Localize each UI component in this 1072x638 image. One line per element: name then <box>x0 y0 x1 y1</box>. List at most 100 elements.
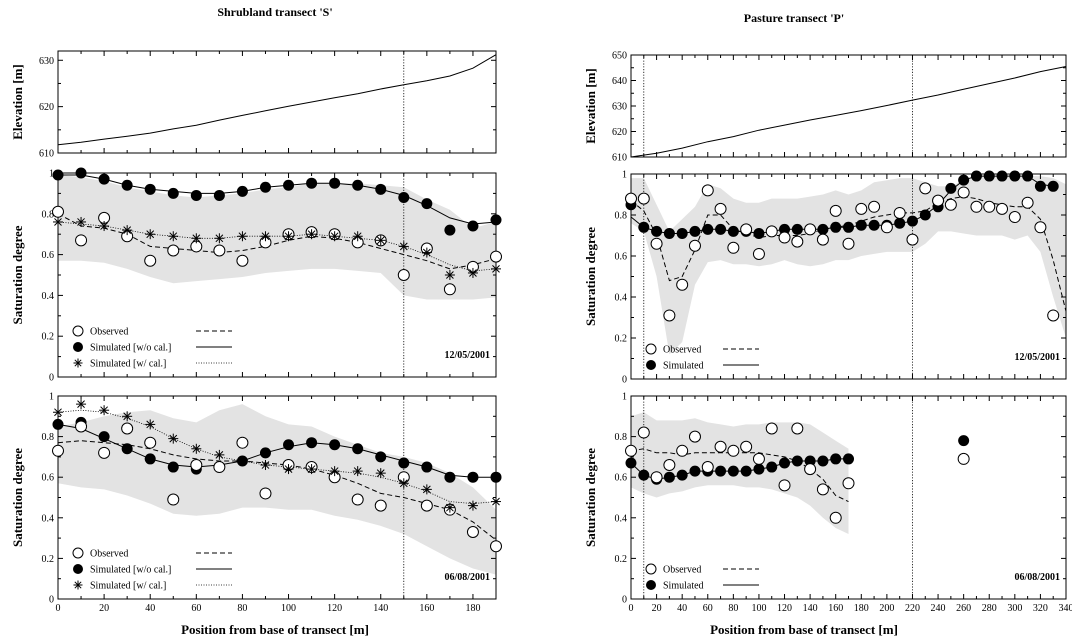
p-panel-1-y-tick-label-1: 0.2 <box>615 334 628 345</box>
p-panel-1-simulated-point <box>997 171 1008 182</box>
s-panel-2-sim-wo-cal-point <box>168 462 179 473</box>
p-panel-2-observed-point <box>830 512 841 523</box>
p-panel-1-observed-point <box>651 238 662 249</box>
s-panel-2-sim-wo-cal-point <box>53 419 64 430</box>
s-panel-2-sim-w-cal-point <box>214 450 224 460</box>
p-panel-1-simulated-point <box>843 222 854 233</box>
p-panel-2-observed-point <box>817 484 828 495</box>
p-panel-1-observed-point <box>843 238 854 249</box>
p-panel-2-observed-point <box>805 464 816 475</box>
p-panel-2-x-tick-label-10: 200 <box>879 603 894 614</box>
p-panel-1-simulated-point <box>677 228 688 239</box>
s-panel-2-x-tick-label-8: 160 <box>419 603 434 614</box>
p-panel-2-y-tick-label-1: 0.2 <box>615 554 628 565</box>
p-panel-2-observed-point <box>766 423 777 434</box>
p-panel-2-observed-point <box>741 441 752 452</box>
s-panel-2-date-label: 06/08/2001 <box>444 572 490 583</box>
p-panel-1-simulated-point <box>1009 171 1020 182</box>
p-panel-2-x-tick-label-14: 280 <box>982 603 997 614</box>
s-panel-1-sim-wo-cal-point <box>491 214 502 225</box>
s-panel-2-observed-point <box>122 423 133 434</box>
p-panel-1-simulated-point <box>651 226 662 237</box>
s-panel-1-sim-wo-cal-point <box>214 190 225 201</box>
s-panel-1-legend-marker-simulated <box>73 342 83 352</box>
p-panel-1-simulated-point <box>920 210 931 221</box>
s-panel-0-y-tick-label-1: 620 <box>39 102 54 113</box>
p-panel-1-observed-point <box>715 203 726 214</box>
s-panel-1-legend-label-1: Simulated [w/o cal.] <box>90 343 171 354</box>
s-panel-1-sim-w-cal-point <box>468 268 478 278</box>
p-panel-1-observed-point <box>894 207 905 218</box>
p-panel-2-x-tick-label-1: 20 <box>652 603 662 614</box>
p-panel-2-y-tick-label-3: 0.6 <box>615 473 628 484</box>
s-panel-1-group: 0 0.2 0.4 0.6 0.8 1 Saturation degree Observed S… <box>10 168 502 384</box>
s-panel-2-y-tick-label-1: 0.2 <box>42 554 55 565</box>
s-panel-2-x-tick-label-1: 20 <box>99 603 109 614</box>
s-panel-2-observed-point <box>467 527 478 538</box>
s-panel-2-sim-w-cal-point <box>237 456 247 466</box>
s-panel-2-sim-wo-cal-point <box>145 453 156 464</box>
p-panel-1-simulated-point <box>1035 181 1046 192</box>
p-panel-1-simulated-point <box>971 171 982 182</box>
p-panel-2-legend-item-1: Simulated <box>646 580 759 592</box>
p-panel-2-x-tick-label-7: 140 <box>803 603 818 614</box>
p-panel-1-observed-point <box>933 195 944 206</box>
p-panel-1-legend-marker-observed <box>646 344 656 354</box>
s-panel-1-sim-w-cal-point <box>99 221 109 231</box>
s-panel-1-sim-w-cal-point <box>491 264 501 274</box>
p-panel-1-observed-point <box>971 201 982 212</box>
p-panel-1-observed-point <box>997 203 1008 214</box>
p-panel-1-observed-point <box>869 201 880 212</box>
p-panel-2-observed-point <box>843 478 854 489</box>
p-panel-1-observed-point <box>830 205 841 216</box>
s-panel-2-sim-wo-cal-point <box>421 462 432 473</box>
s-panel-1-sim-wo-cal-point <box>398 192 409 203</box>
p-panel-2-observed-point <box>728 445 739 456</box>
p-panel-1-observed-point <box>1022 197 1033 208</box>
s-panel-2-observed-point <box>237 437 248 448</box>
p-panel-2-legend-marker-simulated <box>646 580 656 590</box>
p-panel-1-observed-point <box>856 203 867 214</box>
s-panel-2-sim-w-cal-point <box>422 484 432 494</box>
s-panel-2-legend-label-2: Simulated [w/ cal.] <box>90 581 166 592</box>
chart-title-pasture: Pasture transect 'P' <box>744 11 844 25</box>
p-panel-2-observed-point <box>689 431 700 442</box>
p-panel-1-observed-point <box>728 242 739 253</box>
p-panel-2-observed-point <box>958 453 969 464</box>
p-panel-2-x-tick-label-5: 100 <box>751 603 766 614</box>
p-panel-1-observed-point <box>626 193 637 204</box>
s-panel-2-sim-w-cal-point <box>353 466 363 476</box>
p-panel-2-legend-item-0: Observed <box>646 564 759 576</box>
p-panel-1-legend-item-0: Observed <box>646 344 759 356</box>
p-panel-0-y-tick-label-4: 650 <box>612 51 627 62</box>
s-panel-2-legend-item-2: Simulated [w/ cal.] <box>74 581 233 592</box>
s-panel-1-observed-point <box>491 251 502 262</box>
p-panel-2-y-tick-label-5: 1 <box>622 392 627 403</box>
s-panel-1-sim-w-cal-point <box>330 231 340 241</box>
p-panel-2-simulated-point <box>677 470 688 481</box>
s-panel-2-y-tick-label-4: 0.8 <box>42 432 55 443</box>
s-panel-0-elevation-line <box>58 55 496 145</box>
p-panel-2-observed-point <box>702 462 713 473</box>
s-panel-1-sim-wo-cal-point <box>283 180 294 191</box>
s-panel-2-sim-wo-cal-point <box>491 472 502 483</box>
s-panel-2-sim-w-cal-point <box>376 468 386 478</box>
p-panel-1-date-label: 12/05/2001 <box>1014 352 1060 363</box>
p-panel-2-observed-point <box>715 441 726 452</box>
p-panel-2-legend-label-0: Observed <box>663 565 701 576</box>
p-panel-1-simulated-point <box>856 220 867 231</box>
s-panel-1-legend-label-0: Observed <box>90 327 128 338</box>
p-panel-2-x-tick-label-13: 260 <box>956 603 971 614</box>
s-panel-2-sim-w-cal-point <box>122 411 132 421</box>
p-panel-2-y-tick-label-4: 0.8 <box>615 432 628 443</box>
p-panel-0-y-tick-label-3: 640 <box>612 76 627 87</box>
s-panel-2-sim-w-cal-point <box>145 419 155 429</box>
s-panel-0-y-tick-label-0: 610 <box>39 149 54 160</box>
s-panel-2-x-tick-label-3: 60 <box>191 603 201 614</box>
p-panel-2-observed-point <box>779 480 790 491</box>
s-panel-1-sim-w-cal-point <box>122 225 132 235</box>
s-panel-1-observed-point <box>237 255 248 266</box>
p-panel-1-simulated-point <box>715 224 726 235</box>
s-panel-2-sim-wo-cal-point <box>444 472 455 483</box>
p-panel-2-observed-point <box>651 472 662 483</box>
